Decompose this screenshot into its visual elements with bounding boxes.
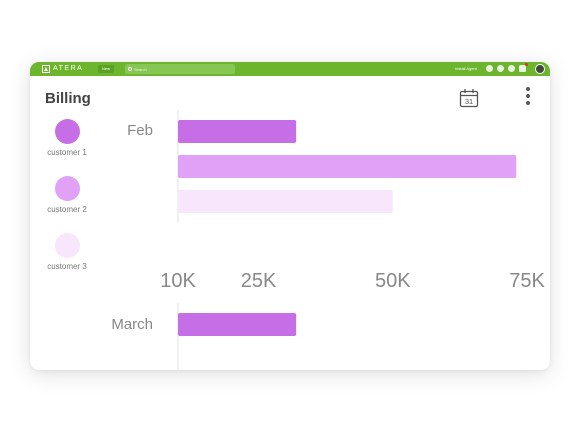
legend-swatch: [54, 233, 80, 258]
bar-customer-2[interactable]: [178, 155, 517, 178]
notification-bell-icon[interactable]: [519, 63, 528, 72]
bar-customer-1[interactable]: [178, 313, 297, 336]
legend-item-customer-2[interactable]: customer 2: [30, 176, 104, 214]
legend-label: customer 2: [47, 205, 87, 214]
search-icon: [128, 67, 132, 71]
legend-label: customer 1: [47, 148, 87, 157]
legend-item-customer-1[interactable]: customer 1: [30, 119, 104, 157]
calendar-day: 31: [465, 97, 473, 106]
category-label: Feb: [127, 122, 153, 139]
legend-swatch: [54, 119, 80, 144]
logo-text: ATERA: [53, 65, 84, 72]
topbar-icons: [486, 63, 528, 72]
legend-label: customer 3: [47, 262, 87, 271]
new-button[interactable]: New: [98, 65, 115, 73]
x-tick-label: 50K: [375, 270, 411, 292]
category-label: March: [111, 316, 153, 333]
atera-logo-icon: [42, 65, 50, 73]
x-tick-label: 25K: [241, 270, 277, 292]
legend-swatch: [54, 176, 80, 201]
apps-icon[interactable]: [497, 65, 504, 72]
legend-item-customer-3[interactable]: customer 3: [30, 233, 104, 271]
bar-customer-1[interactable]: [178, 120, 297, 143]
calendar-button[interactable]: 31: [459, 88, 479, 108]
kebab-dot: [526, 94, 530, 98]
more-options-button[interactable]: [524, 87, 532, 109]
search-box[interactable]: [125, 64, 235, 74]
kebab-dot: [526, 101, 530, 105]
x-tick-label: 75K: [509, 270, 545, 292]
billing-card: ATERA New Install Agent Billing 31: [30, 62, 550, 370]
app-topbar: ATERA New Install Agent: [30, 62, 550, 76]
install-agent-link[interactable]: Install Agent: [455, 66, 477, 71]
billing-chart: Feb March 10K 25K 50K 75K: [111, 110, 545, 370]
kebab-dot: [526, 87, 530, 91]
user-avatar[interactable]: [535, 64, 545, 74]
atera-logo[interactable]: ATERA: [42, 64, 83, 74]
page-title: Billing: [45, 90, 91, 107]
help-icon[interactable]: [486, 65, 493, 72]
notification-badge: [525, 63, 528, 66]
bar-customer-3[interactable]: [178, 190, 393, 213]
calendar-icon: 31: [459, 89, 479, 108]
x-tick-label: 10K: [160, 270, 196, 292]
search-input[interactable]: [134, 66, 224, 72]
settings-icon[interactable]: [508, 65, 515, 72]
